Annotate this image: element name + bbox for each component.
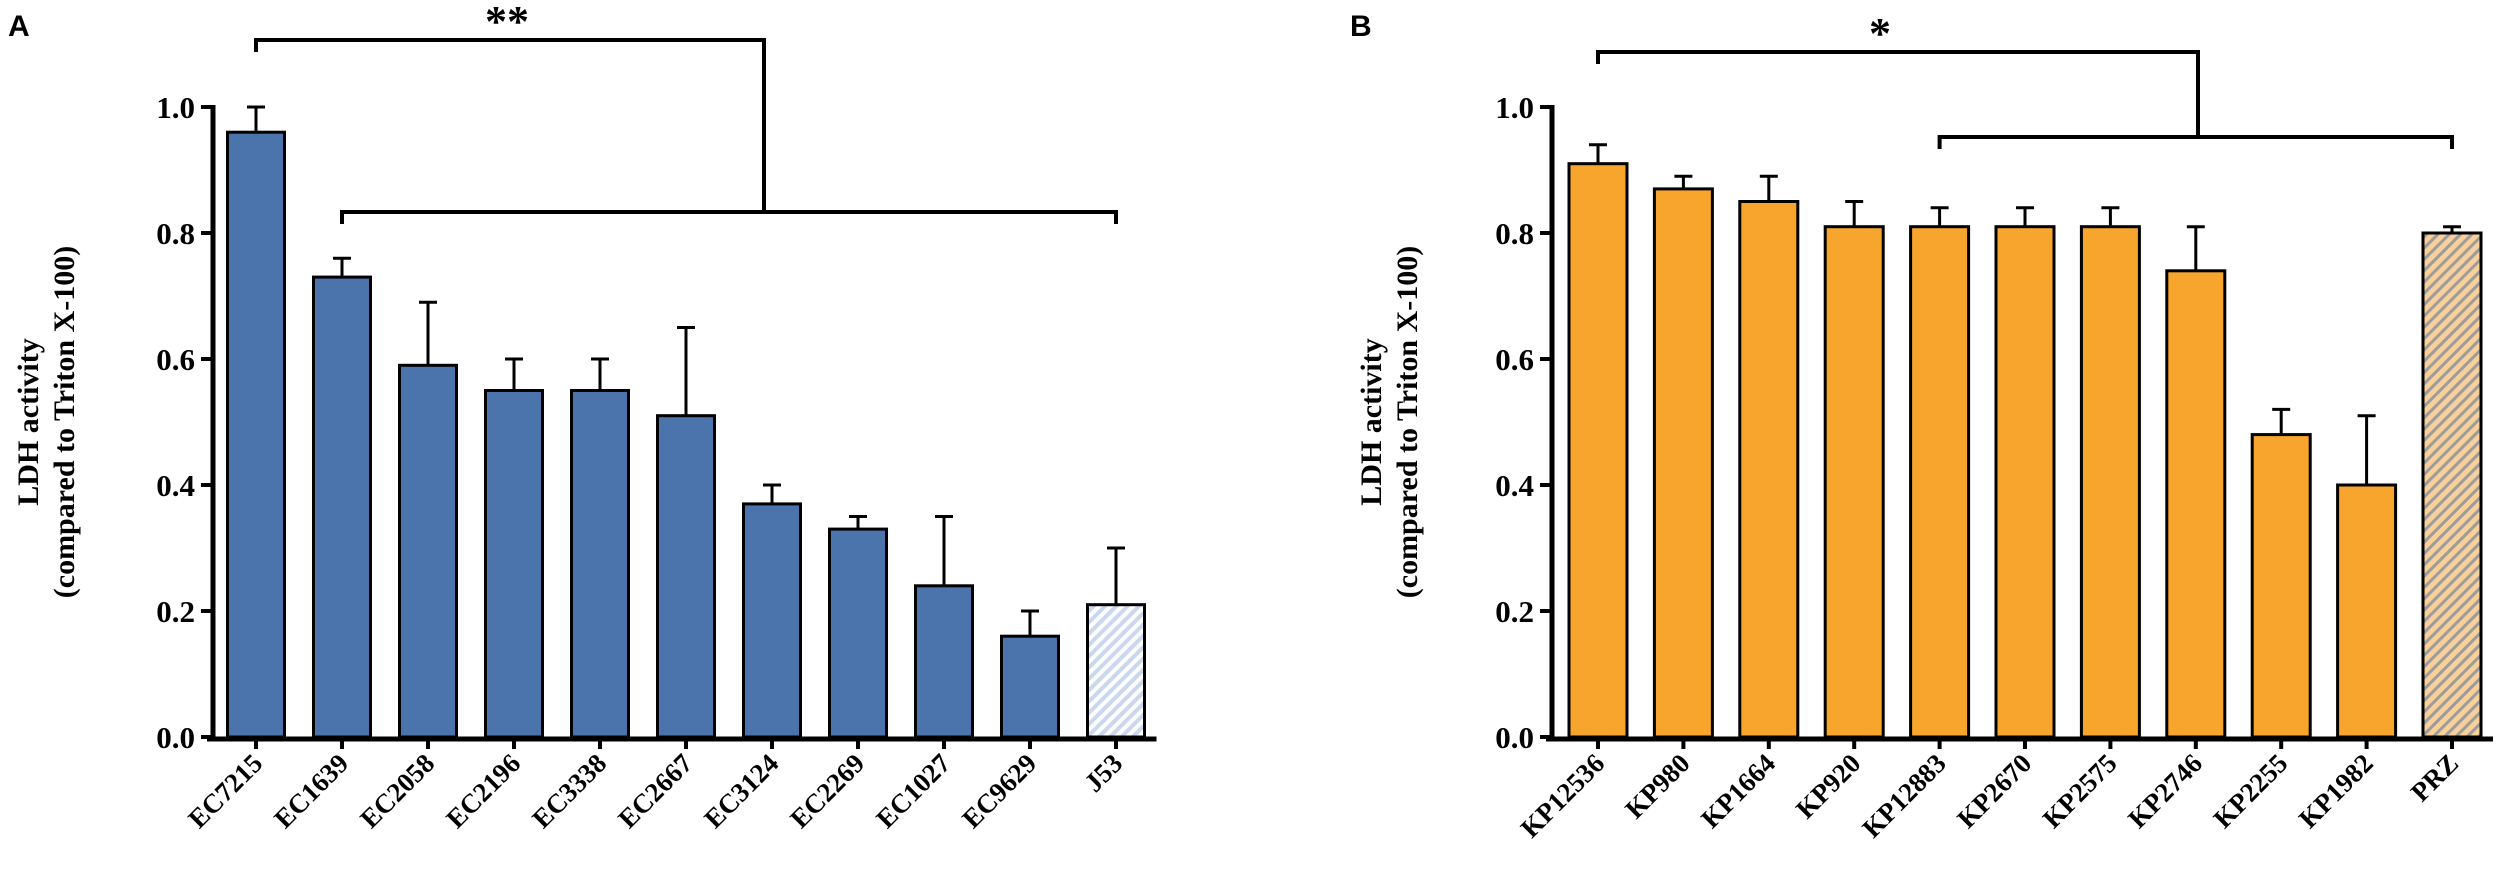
y-tick-label: 0.6 — [1495, 342, 1534, 377]
x-tick-label: EC1027 — [870, 748, 956, 834]
y-axis-label-line1: LDH activity — [12, 338, 45, 505]
bar-J53 — [1086, 603, 1146, 739]
x-tick-label: EC3338 — [526, 748, 612, 834]
y-tick-label: 0.0 — [156, 720, 195, 755]
x-tick-label: KP2575 — [2037, 748, 2123, 834]
panel-b: B LDH activity (compared to Triton X-100) K… — [1350, 9, 2493, 843]
bar-KP920 — [1823, 225, 1885, 739]
x-tick-label: KP2255 — [2208, 748, 2294, 834]
bar-KP1982 — [2336, 483, 2398, 739]
x-tick-label: KP1664 — [1695, 748, 1781, 834]
x-tick-label: KP980 — [1619, 748, 1695, 824]
bar-EC3338 — [570, 389, 630, 739]
bar-KP980 — [1652, 187, 1714, 739]
y-tick-label: 0.6 — [156, 342, 195, 377]
x-tick-label: EC9629 — [956, 748, 1042, 834]
panel-a: A LDH activity (compared to Triton X-100) E… — [8, 0, 1157, 834]
x-tick-label: KP12883 — [1856, 748, 1951, 843]
y-tick-label: 0.4 — [1495, 468, 1534, 503]
y-tick-label: 0.2 — [1495, 594, 1534, 629]
bar-KP2255 — [2250, 433, 2312, 739]
bar-EC7215 — [226, 130, 286, 739]
bar-EC2667 — [656, 414, 716, 739]
x-tick-label: EC1639 — [268, 748, 354, 834]
y-tick-label: 0.4 — [156, 468, 195, 503]
y-tick-label: 0.8 — [1495, 216, 1534, 251]
bar-EC2196 — [484, 389, 544, 739]
panel-letter: B — [1350, 10, 1372, 43]
x-tick-label: EC2667 — [612, 748, 698, 834]
bar-KP2670 — [1994, 225, 2056, 739]
significance-bracket-lower — [340, 210, 1118, 224]
bar-EC2058 — [398, 363, 458, 739]
x-tick-label: KP1982 — [2293, 748, 2379, 834]
x-tick-label: EC2196 — [440, 748, 526, 834]
x-tick-label: KP12536 — [1515, 748, 1610, 843]
x-tick-label: KP2670 — [1951, 748, 2037, 834]
bar-KP12536 — [1567, 162, 1629, 739]
x-tick-label: EC2058 — [354, 748, 440, 834]
x-tick-label: PRZ — [2405, 748, 2464, 807]
significance-label: ** — [485, 0, 529, 46]
y-axis-label: LDH activity (compared to Triton X-100) — [12, 246, 81, 598]
significance-bracket-upper — [254, 38, 766, 212]
bar-KP2575 — [2079, 225, 2141, 739]
bar-KP12883 — [1909, 225, 1971, 739]
bar-EC2269 — [828, 527, 888, 739]
y-tick-label: 0.0 — [1495, 720, 1534, 755]
y-tick-label: 0.8 — [156, 216, 195, 251]
bar-EC3124 — [742, 502, 802, 739]
bar-KP2746 — [2165, 269, 2227, 739]
x-tick-label: EC7215 — [182, 748, 268, 834]
y-tick-label: 1.0 — [1495, 90, 1534, 125]
bar-EC9629 — [1000, 634, 1060, 739]
x-tick-label: KP2746 — [2122, 748, 2208, 834]
x-tick-label: J53 — [1078, 748, 1128, 798]
bar-PRZ — [2421, 231, 2483, 739]
y-axis-label-line1: LDH activity — [1355, 338, 1388, 505]
x-tick-label: EC2269 — [784, 748, 870, 834]
y-tick-label: 0.2 — [156, 594, 195, 629]
significance-label: * — [1869, 9, 1891, 58]
significance-bracket-upper — [1596, 50, 2200, 137]
y-axis-label-line2: (compared to Triton X-100) — [1391, 246, 1424, 598]
y-axis-label: LDH activity (compared to Triton X-100) — [1355, 246, 1424, 598]
panel-letter: A — [8, 10, 30, 43]
y-tick-label: 1.0 — [156, 90, 195, 125]
bar-KP1664 — [1738, 200, 1800, 739]
bar-EC1639 — [312, 275, 372, 739]
bar-EC1027 — [914, 584, 974, 739]
significance-bracket-lower — [1937, 135, 2454, 149]
y-axis-label-line2: (compared to Triton X-100) — [48, 246, 81, 598]
x-tick-label: EC3124 — [698, 748, 784, 834]
x-tick-label: KP920 — [1790, 748, 1866, 824]
